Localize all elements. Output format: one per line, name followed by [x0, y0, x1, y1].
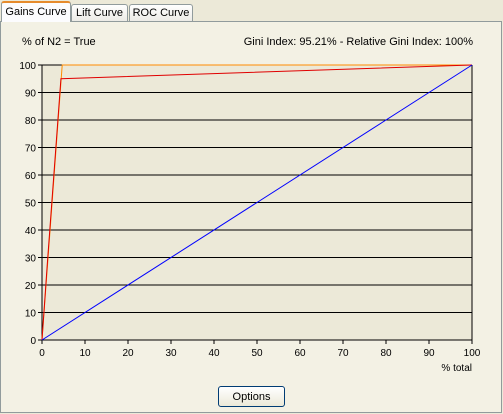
- y-tick-label: 100: [19, 61, 36, 72]
- x-tick-label: 30: [165, 348, 177, 359]
- y-tick-label: 90: [25, 89, 37, 100]
- y-axis-title: % of N2 = True: [22, 36, 96, 48]
- x-axis-label: % total: [441, 363, 472, 374]
- y-tick-label: 20: [25, 281, 37, 292]
- y-tick-label: 30: [25, 254, 37, 265]
- options-button[interactable]: Options: [218, 386, 285, 407]
- x-tick-label: 10: [79, 348, 91, 359]
- tab-lift-curve[interactable]: Lift Curve: [71, 4, 128, 21]
- x-tick-label: 50: [251, 348, 263, 359]
- tab-bar: Gains Curve Lift Curve ROC Curve: [0, 0, 503, 22]
- tab-gains-curve[interactable]: Gains Curve: [1, 1, 71, 22]
- series-line-1: [41, 64, 473, 341]
- x-tick-label: 100: [464, 348, 481, 359]
- y-tick-label: 50: [25, 199, 37, 210]
- y-tick-label: 0: [30, 336, 36, 347]
- x-tick-label: 60: [294, 348, 306, 359]
- series-line-2: [41, 64, 473, 341]
- tab-roc-curve[interactable]: ROC Curve: [129, 4, 193, 21]
- x-tick-label: 40: [208, 348, 220, 359]
- y-tick-label: 10: [25, 309, 37, 320]
- gini-index-text: Gini Index: 95.21% - Relative Gini Index…: [243, 36, 473, 48]
- x-tick-label: 20: [122, 348, 134, 359]
- y-tick-label: 40: [25, 226, 37, 237]
- x-tick-label: 70: [337, 348, 349, 359]
- x-tick-label: 80: [380, 348, 392, 359]
- y-tick-label: 60: [25, 171, 37, 182]
- x-tick-label: 90: [423, 348, 435, 359]
- x-tick-label: 0: [39, 348, 45, 359]
- y-tick-label: 70: [25, 144, 37, 155]
- y-tick-label: 80: [25, 116, 37, 127]
